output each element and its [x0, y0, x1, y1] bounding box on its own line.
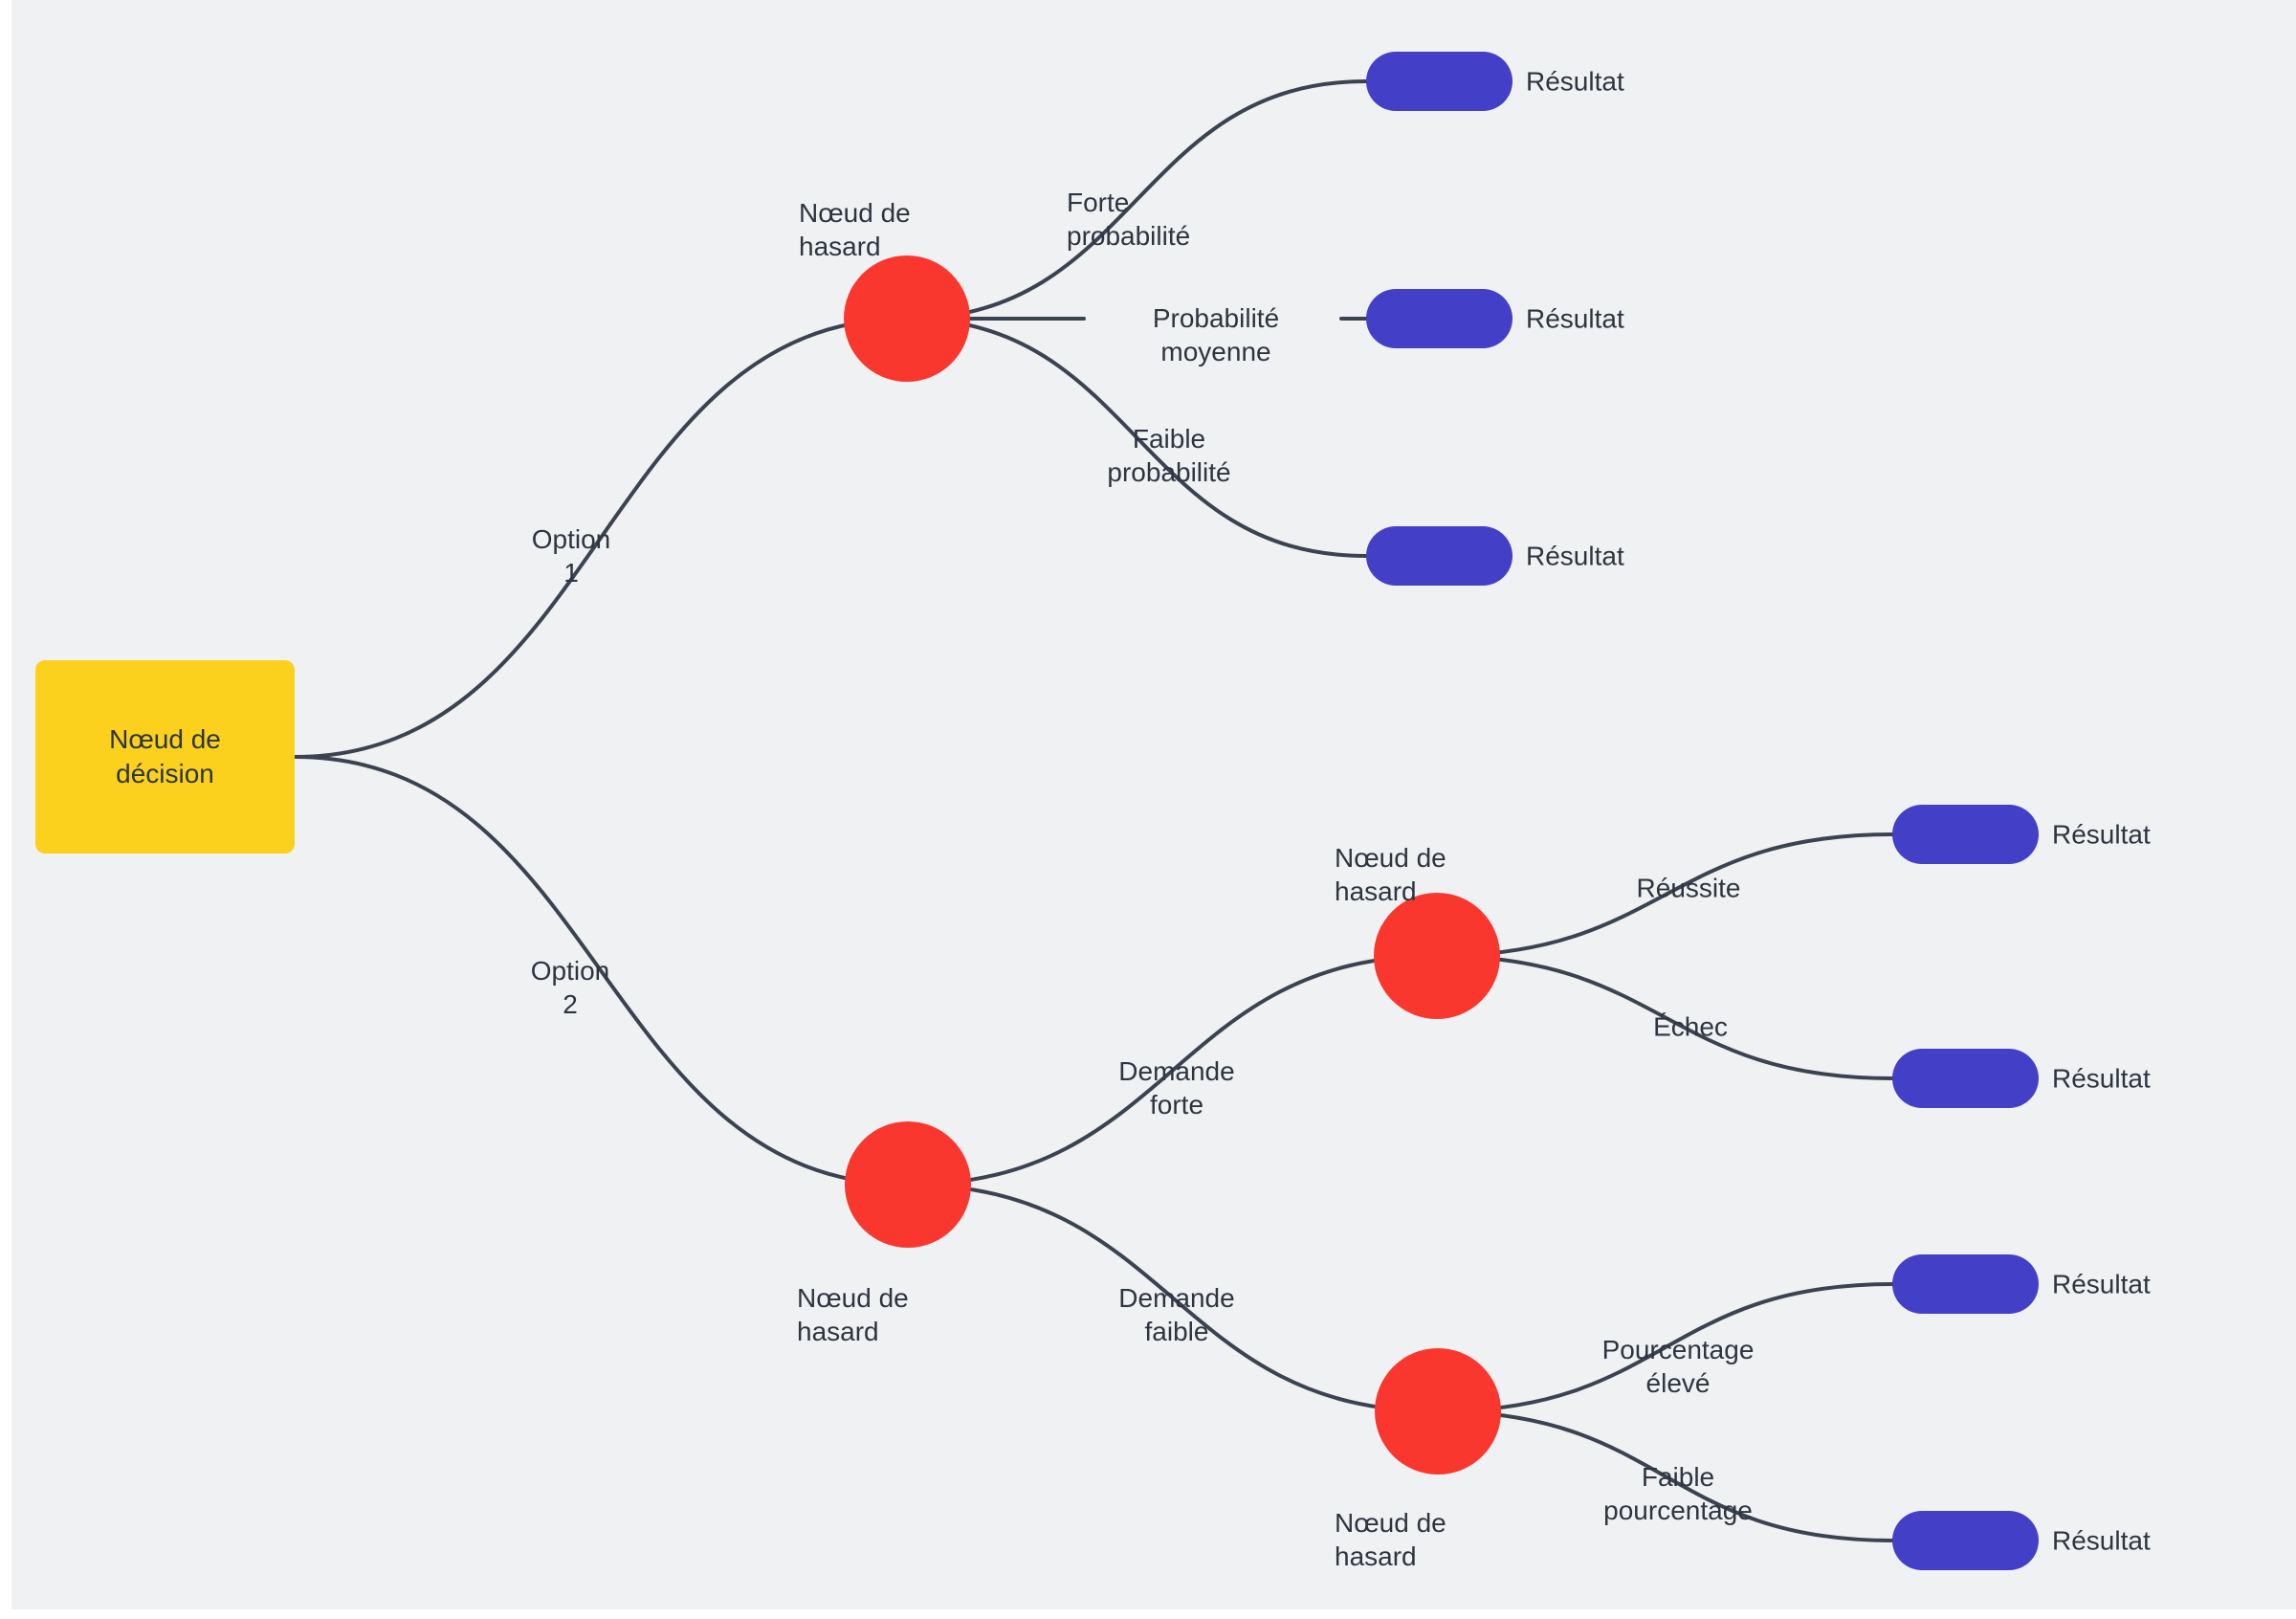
chance-node-option1-label: Nœud de hasard	[799, 198, 911, 261]
edge-label-faible-pourcentage: Faible pourcentage	[1603, 1462, 1753, 1525]
edge-label-forte-probabilite: Forte probabilité	[1067, 188, 1191, 251]
edge-label-option2: Option 2	[530, 956, 610, 1019]
decision-node-label: Nœud de décision	[109, 724, 221, 788]
chance-node-demande-faible-label: Nœud de hasard	[1335, 1508, 1446, 1571]
chance-node-option1[interactable]	[844, 255, 970, 382]
edge-label-reussite: Réussite	[1636, 873, 1741, 903]
result-label: Résultat	[1526, 66, 1624, 97]
edge-option1	[293, 317, 909, 759]
result-node-faible-pourcentage[interactable]	[1892, 1511, 2039, 1570]
result-node-pourcentage-eleve[interactable]	[1892, 1254, 2039, 1314]
result-node-echec[interactable]	[1892, 1049, 2039, 1108]
decision-node[interactable]: Nœud de décision	[35, 660, 295, 854]
edge-label-demande-forte: Demande forte	[1118, 1056, 1235, 1120]
chance-node-option2-label: Nœud de hasard	[797, 1283, 909, 1346]
chance-node-demande-forte-label: Nœud de hasard	[1335, 843, 1446, 906]
result-node-probabilite-moyenne[interactable]	[1366, 289, 1512, 348]
edge-label-pourcentage-eleve: Pourcentage élevé	[1601, 1335, 1755, 1398]
edge-forte-probabilite	[905, 79, 1368, 321]
result-label: Résultat	[2052, 819, 2151, 850]
result-node-faible-probabilite[interactable]	[1366, 526, 1512, 586]
result-node-reussite[interactable]	[1892, 805, 2039, 864]
result-label: Résultat	[2052, 1063, 2151, 1094]
edge-label-faible-probabilite: Faible probabilité	[1107, 424, 1231, 487]
edge-pourcentage-eleve	[1436, 1282, 1894, 1413]
result-node-forte-probabilite[interactable]	[1366, 52, 1512, 111]
chance-node-demande-forte[interactable]	[1374, 893, 1500, 1019]
edge-demande-faible	[906, 1183, 1440, 1413]
result-label: Résultat	[1526, 303, 1624, 334]
edge-reussite	[1435, 832, 1894, 958]
canvas-frame-left-edge	[0, 0, 11, 1619]
edge-label-probabilite-moyenne: Probabilité moyenne	[1152, 303, 1280, 366]
result-label: Résultat	[2052, 1269, 2151, 1299]
chance-node-option2[interactable]	[845, 1121, 971, 1248]
edge-label-demande-faible: Demande faible	[1118, 1283, 1235, 1346]
edge-option2	[293, 755, 910, 1187]
edge-demande-forte	[906, 954, 1439, 1187]
edge-label-echec: Échec	[1653, 1011, 1728, 1042]
result-label: Résultat	[1526, 541, 1624, 571]
edge-faible-pourcentage	[1436, 1409, 1894, 1542]
result-label: Résultat	[2052, 1525, 2151, 1556]
edge-faible-probabilite	[905, 317, 1368, 558]
edge-echec	[1435, 954, 1894, 1080]
edge-label-option1: Option 1	[531, 524, 611, 588]
chance-node-demande-faible[interactable]	[1375, 1348, 1501, 1475]
canvas-frame-bottom-edge	[0, 1609, 2296, 1619]
